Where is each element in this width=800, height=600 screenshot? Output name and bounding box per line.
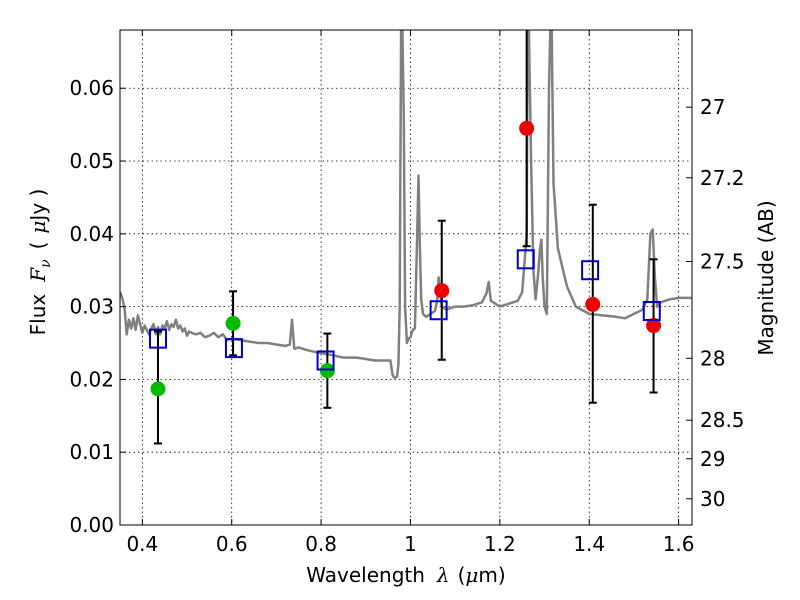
y2-tick-label: 27	[700, 95, 725, 119]
y-tick-label: 0.01	[69, 440, 114, 464]
x-tick-label: 0.4	[126, 532, 158, 556]
x-tick-label: 1.6	[663, 532, 695, 556]
model-bandpass-square	[224, 338, 243, 359]
y-tick-label: 0.02	[69, 367, 114, 391]
model-bandpass-square	[429, 300, 448, 321]
model-bandpass-square	[581, 260, 600, 281]
x-axis-label: Wavelength λ (μm)	[306, 563, 505, 587]
y-tick-label: 0.04	[69, 222, 114, 246]
y-axis-label: FluxFν(μJy )	[26, 189, 54, 336]
x-tick-label: 1.4	[573, 532, 605, 556]
x-tick-label: 1	[404, 532, 417, 556]
y2-tick-label: 27.5	[700, 249, 745, 273]
green-data-point	[319, 363, 335, 379]
model-spectrum-layer	[120, 30, 692, 380]
y-tick-label: 0.06	[69, 76, 114, 100]
model-bandpass-square	[316, 350, 335, 371]
y2-axis-label: Magnitude (AB)	[754, 200, 778, 355]
model-spectrum-line	[120, 30, 692, 380]
x-tick-label: 0.8	[305, 532, 337, 556]
green-data-point	[150, 381, 166, 397]
ticks: 0.4 0.6 0.8 1 1.2 1.4 1.6 0.00 0.01 0.02 0.03 0.04 0…	[69, 30, 745, 556]
red-data-point	[585, 296, 601, 312]
model-bandpass-square	[642, 300, 661, 321]
x-tick-label: 0.6	[216, 532, 248, 556]
y2-tick-label: 29	[700, 447, 725, 471]
y-tick-label: 0.00	[69, 513, 114, 537]
y2-tick-label: 28.5	[700, 408, 745, 432]
red-data-point	[434, 283, 450, 299]
data-points	[148, 120, 662, 397]
green-data-point	[225, 315, 241, 331]
model-bandpass-square	[148, 328, 167, 349]
y-tick-label: 0.05	[69, 149, 114, 173]
y-tick-label: 0.03	[69, 295, 114, 319]
x-tick-label: 1.2	[484, 532, 516, 556]
red-data-point	[519, 120, 535, 136]
y2-tick-label: 30	[700, 487, 725, 511]
y2-tick-label: 27.2	[700, 166, 745, 190]
model-bandpass-square	[516, 249, 535, 270]
plot-frame	[119, 29, 693, 526]
red-data-point	[646, 318, 662, 334]
grid	[120, 30, 692, 525]
y2-tick-label: 28	[700, 346, 725, 370]
